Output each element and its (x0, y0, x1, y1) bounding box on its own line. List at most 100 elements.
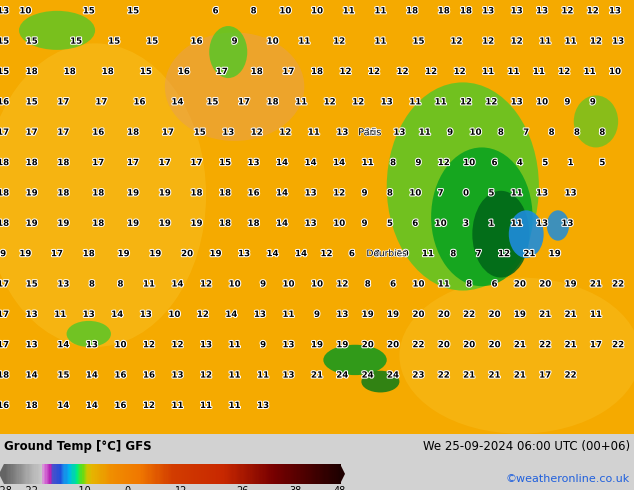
Text: 9: 9 (0, 249, 6, 258)
Bar (322, 464, 324, 484)
Bar (262, 464, 263, 484)
Text: 23: 23 (413, 370, 424, 380)
Text: 6: 6 (349, 249, 355, 258)
Text: 14: 14 (295, 249, 307, 258)
Text: 20: 20 (514, 279, 526, 289)
Bar (75, 464, 77, 484)
Bar (5, 464, 7, 484)
Bar (205, 464, 206, 484)
Text: 17: 17 (0, 340, 10, 349)
Ellipse shape (323, 345, 387, 375)
Bar (246, 464, 247, 484)
Text: 17: 17 (57, 98, 70, 106)
Text: 14: 14 (57, 340, 70, 349)
Text: 19: 19 (514, 310, 526, 319)
Bar (72, 464, 74, 484)
Bar (31, 464, 32, 484)
Text: 21: 21 (540, 310, 551, 319)
Bar (49, 464, 51, 484)
Text: 13: 13 (223, 128, 234, 137)
Text: 17: 17 (95, 98, 108, 106)
Text: 9: 9 (447, 128, 453, 137)
Ellipse shape (19, 11, 95, 50)
Text: 18: 18 (406, 6, 418, 15)
Bar (150, 464, 152, 484)
Ellipse shape (574, 96, 618, 147)
Bar (86, 464, 87, 484)
Bar (297, 464, 299, 484)
Text: 22: 22 (565, 370, 576, 380)
Bar (53, 464, 55, 484)
Text: 17: 17 (238, 98, 250, 106)
Bar (37, 464, 39, 484)
Bar (323, 464, 325, 484)
Bar (171, 464, 172, 484)
Bar (295, 464, 297, 484)
Bar (67, 464, 68, 484)
Bar (198, 464, 199, 484)
Bar (281, 464, 283, 484)
Text: 14: 14 (25, 370, 38, 380)
Text: 8: 8 (89, 279, 95, 289)
Bar (179, 464, 180, 484)
Bar (306, 464, 308, 484)
Bar (148, 464, 150, 484)
Bar (306, 464, 307, 484)
Bar (81, 464, 83, 484)
Text: 11: 11 (511, 219, 522, 228)
Bar (252, 464, 254, 484)
Bar (181, 464, 183, 484)
Bar (124, 464, 126, 484)
Text: 11: 11 (362, 158, 373, 167)
Bar (333, 464, 335, 484)
Bar (143, 464, 145, 484)
Text: 18: 18 (460, 6, 472, 15)
Text: 21: 21 (514, 340, 526, 349)
Text: 13: 13 (172, 370, 183, 380)
Bar (25, 464, 27, 484)
Text: 15: 15 (0, 67, 9, 76)
Bar (129, 464, 131, 484)
Text: 12: 12 (174, 486, 187, 490)
FancyArrow shape (0, 464, 4, 484)
Text: 15: 15 (70, 37, 82, 46)
Text: 18: 18 (248, 219, 259, 228)
Bar (257, 464, 259, 484)
Text: 18: 18 (251, 67, 262, 76)
Bar (29, 464, 30, 484)
Bar (51, 464, 53, 484)
Text: 12: 12 (397, 67, 408, 76)
Bar (286, 464, 288, 484)
Bar (274, 464, 276, 484)
Text: 17: 17 (0, 310, 10, 319)
Bar (329, 464, 330, 484)
Bar (224, 464, 226, 484)
Bar (199, 464, 200, 484)
Text: 12: 12 (454, 67, 465, 76)
Text: 13: 13 (26, 340, 37, 349)
Ellipse shape (472, 191, 529, 277)
Bar (271, 464, 272, 484)
Bar (39, 464, 41, 484)
Text: 24: 24 (387, 370, 399, 380)
Bar (229, 464, 231, 484)
Text: 10: 10 (609, 67, 621, 76)
Text: 15: 15 (413, 37, 424, 46)
Text: 10: 10 (333, 219, 345, 228)
Bar (169, 464, 171, 484)
Bar (278, 464, 280, 484)
Text: 26: 26 (236, 486, 249, 490)
Bar (68, 464, 70, 484)
Text: 11: 11 (419, 128, 430, 137)
Bar (18, 464, 20, 484)
Text: 15: 15 (194, 128, 205, 137)
Text: 19: 19 (26, 219, 37, 228)
Bar (34, 464, 36, 484)
Ellipse shape (165, 32, 304, 141)
Bar (320, 464, 321, 484)
Bar (46, 464, 48, 484)
Bar (184, 464, 186, 484)
Text: 5: 5 (542, 158, 548, 167)
Bar (220, 464, 222, 484)
Text: 12: 12 (562, 6, 573, 15)
